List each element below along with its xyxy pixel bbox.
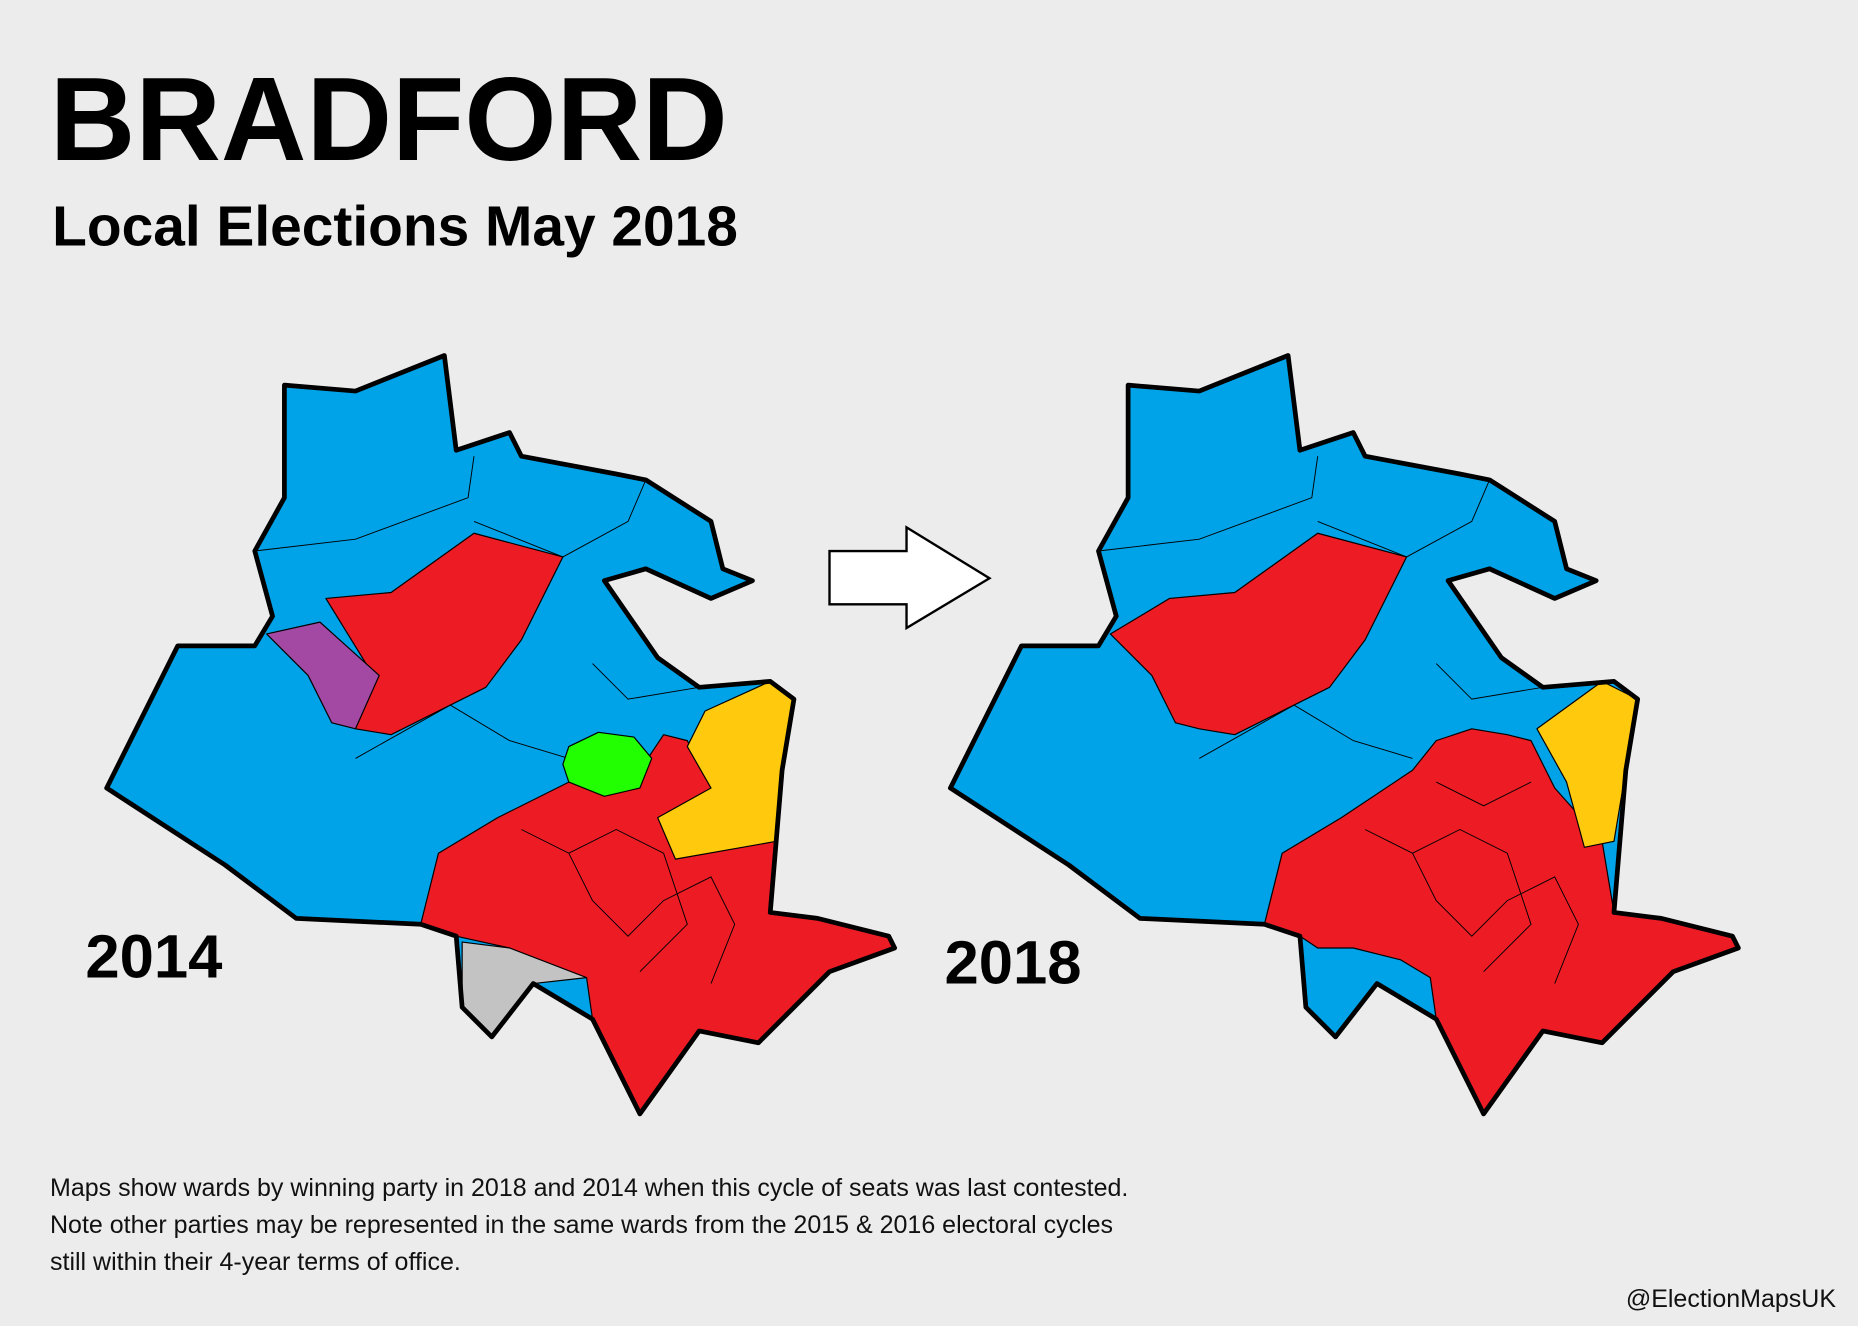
ward-line [254, 456, 475, 552]
map-2014: 2014 [85, 355, 894, 1113]
ward-line [1436, 781, 1532, 807]
ward-line [473, 479, 647, 558]
map-label: 2018 [944, 929, 1081, 998]
ward-line [1317, 479, 1490, 558]
credit: @ElectionMapsUK [1625, 1285, 1836, 1313]
ward-libdem [1536, 680, 1639, 848]
subtitle: Local Elections May 2018 [52, 195, 738, 258]
ward-line [1435, 663, 1543, 700]
ward-line [355, 704, 569, 759]
ward-line [568, 828, 688, 973]
ward-other [266, 621, 380, 730]
title: BRADFORD [50, 54, 728, 186]
ward-green [562, 731, 653, 797]
note: Maps show wards by winning party in 2018… [50, 1174, 1129, 1276]
arrow [828, 525, 992, 631]
map-2018: 2018 [944, 355, 1738, 1113]
map-label: 2014 [85, 923, 222, 992]
ward-line [1198, 704, 1413, 759]
ward-line [1098, 456, 1319, 552]
ward-labour [1109, 532, 1408, 736]
ward-line [1412, 828, 1532, 973]
ward-line [521, 829, 736, 984]
ward-line [592, 663, 700, 700]
ward-line [1364, 829, 1579, 984]
